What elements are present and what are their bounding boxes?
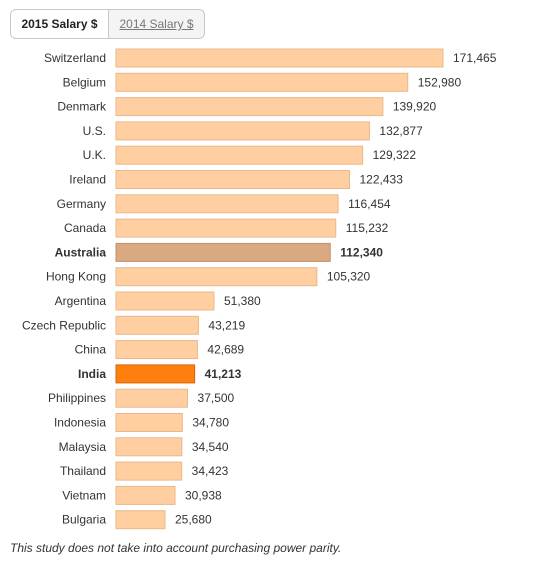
tab-2015-salary[interactable]: 2015 Salary $ bbox=[11, 10, 109, 38]
category-label-u-k: U.K. bbox=[83, 148, 106, 162]
tab-2014-salary[interactable]: 2014 Salary $ bbox=[119, 17, 194, 31]
value-label-belgium: 152,980 bbox=[418, 75, 462, 89]
category-label-india: India bbox=[78, 367, 106, 381]
value-label-india: 41,213 bbox=[205, 367, 242, 381]
bar-hong-kong[interactable] bbox=[115, 267, 318, 287]
bar-czech-republic[interactable] bbox=[115, 315, 199, 335]
bar-canada[interactable] bbox=[115, 218, 337, 238]
bar-germany[interactable] bbox=[115, 194, 339, 214]
value-label-u-s: 132,877 bbox=[379, 124, 423, 138]
bar-indonesia[interactable] bbox=[115, 413, 183, 432]
value-label-switzerland: 171,465 bbox=[453, 51, 497, 65]
value-label-indonesia: 34,780 bbox=[192, 416, 229, 430]
bar-philippines[interactable] bbox=[115, 388, 189, 408]
bar-china[interactable] bbox=[115, 340, 198, 360]
category-label-argentina: Argentina bbox=[55, 294, 107, 308]
value-label-australia: 112,340 bbox=[340, 245, 383, 259]
value-label-denmark: 139,920 bbox=[393, 100, 437, 114]
value-label-czech-republic: 43,219 bbox=[208, 318, 245, 332]
bar-bulgaria[interactable] bbox=[115, 510, 166, 530]
category-label-switzerland: Switzerland bbox=[44, 51, 106, 65]
value-label-thailand: 34,423 bbox=[192, 464, 229, 478]
bar-australia[interactable] bbox=[115, 242, 331, 262]
bar-switzerland[interactable] bbox=[115, 48, 444, 68]
bar-u-k[interactable] bbox=[115, 145, 364, 165]
bar-denmark[interactable] bbox=[115, 97, 384, 117]
category-label-hong-kong: Hong Kong bbox=[46, 270, 106, 284]
category-label-canada: Canada bbox=[64, 221, 106, 235]
value-label-canada: 115,232 bbox=[346, 221, 389, 235]
value-label-u-k: 129,322 bbox=[373, 148, 417, 162]
footnote: This study does not take into account pu… bbox=[10, 541, 342, 555]
bar-india[interactable] bbox=[115, 364, 196, 384]
category-label-thailand: Thailand bbox=[60, 464, 106, 478]
value-label-philippines: 37,500 bbox=[198, 391, 235, 405]
bar-u-s[interactable] bbox=[115, 121, 370, 141]
value-label-vietnam: 30,938 bbox=[185, 488, 222, 502]
value-label-argentina: 51,380 bbox=[224, 294, 261, 308]
category-label-bulgaria: Bulgaria bbox=[62, 513, 106, 527]
bar-malaysia[interactable] bbox=[115, 437, 183, 457]
bar-vietnam[interactable] bbox=[115, 485, 176, 505]
value-label-germany: 116,454 bbox=[348, 197, 391, 211]
salary-bar-chart: Switzerland 171,465 Belgium 152,980 Denmark 1… bbox=[22, 48, 497, 530]
category-label-indonesia: Indonesia bbox=[54, 416, 106, 430]
value-label-malaysia: 34,540 bbox=[192, 440, 229, 454]
value-label-bulgaria: 25,680 bbox=[175, 513, 212, 527]
value-label-hong-kong: 105,320 bbox=[327, 270, 371, 284]
bar-belgium[interactable] bbox=[115, 72, 409, 92]
salary-year-tabs: 2015 Salary $ 2014 Salary $ bbox=[10, 9, 205, 39]
category-label-ireland: Ireland bbox=[69, 173, 106, 187]
category-label-u-s: U.S. bbox=[83, 124, 106, 138]
category-label-china: China bbox=[75, 343, 107, 357]
bar-ireland[interactable] bbox=[115, 170, 350, 189]
category-label-denmark: Denmark bbox=[57, 100, 107, 114]
value-label-ireland: 122,433 bbox=[359, 173, 403, 187]
category-label-belgium: Belgium bbox=[63, 75, 106, 89]
category-label-vietnam: Vietnam bbox=[62, 488, 106, 502]
category-label-germany: Germany bbox=[57, 197, 106, 211]
value-label-china: 42,689 bbox=[207, 343, 244, 357]
bar-argentina[interactable] bbox=[115, 291, 215, 311]
category-label-czech-republic: Czech Republic bbox=[22, 318, 106, 332]
bar-thailand[interactable] bbox=[115, 461, 183, 481]
category-label-australia: Australia bbox=[55, 245, 107, 259]
category-label-malaysia: Malaysia bbox=[59, 440, 107, 454]
category-label-philippines: Philippines bbox=[48, 391, 106, 405]
